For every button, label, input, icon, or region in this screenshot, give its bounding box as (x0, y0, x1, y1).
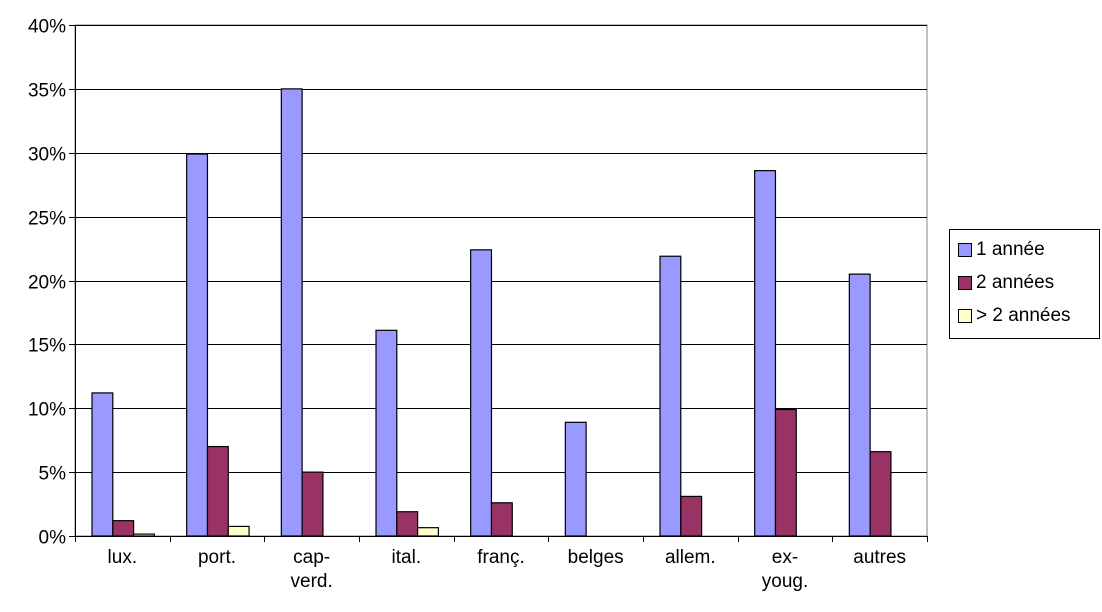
bar (133, 533, 156, 537)
y-tick-label: 15% (28, 336, 66, 357)
bar (680, 495, 703, 537)
bar (91, 392, 114, 537)
y-tick-label: 35% (28, 81, 66, 102)
bar (659, 255, 682, 537)
bar (490, 502, 513, 537)
bar (774, 408, 797, 537)
y-tick-label: 5% (39, 464, 67, 485)
bar (112, 520, 135, 537)
x-tick-label: autres (853, 547, 906, 568)
bar (301, 471, 324, 537)
x-tick-label: ex-youg. (762, 547, 808, 592)
y-tick-label: 0% (39, 528, 67, 549)
bar (470, 249, 493, 537)
bar (417, 527, 440, 537)
x-tick-label: allem. (665, 547, 716, 568)
y-tick-label: 40% (28, 17, 66, 38)
legend-label-3: > 2 années (976, 305, 1071, 326)
bar (564, 421, 587, 537)
x-tick-label: port. (198, 547, 236, 568)
x-tick-label: lux. (108, 547, 138, 568)
bar (869, 451, 892, 537)
bar (375, 329, 398, 537)
bar (186, 153, 209, 537)
bar (227, 525, 250, 537)
y-tick-label: 20% (28, 273, 66, 294)
bar (754, 170, 777, 537)
bar (206, 445, 229, 537)
legend: 1 année 2 années > 2 années (949, 229, 1100, 339)
y-tick-label: 25% (28, 209, 66, 230)
legend-swatch-3 (958, 309, 972, 323)
bar (848, 273, 871, 537)
x-tick-label: cap-verd. (291, 547, 333, 592)
x-tick-label: belges (568, 547, 624, 568)
x-tick-label: franç. (477, 547, 525, 568)
y-tick-label: 10% (28, 400, 66, 421)
legend-label-2: 2 années (976, 272, 1055, 293)
y-tick-label: 30% (28, 145, 66, 166)
legend-item-2: 2 années (958, 272, 1054, 294)
legend-item-1: 1 année (958, 239, 1045, 261)
legend-swatch-1 (958, 243, 972, 257)
bar (396, 511, 419, 537)
x-tick-label: ital. (392, 547, 422, 568)
bar (280, 88, 303, 537)
legend-item-3: > 2 années (958, 305, 1071, 327)
legend-label-1: 1 année (976, 239, 1045, 260)
legend-swatch-2 (958, 276, 972, 290)
